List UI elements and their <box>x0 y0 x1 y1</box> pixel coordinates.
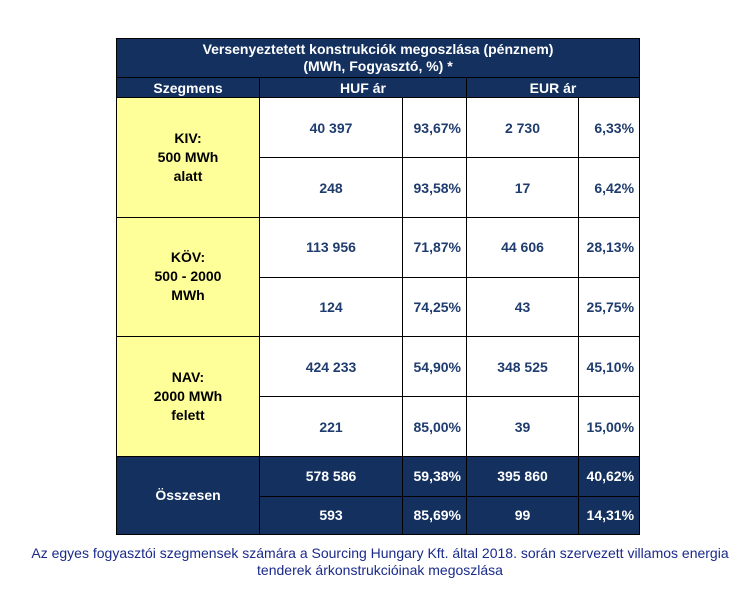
table-row: 124 74,25% 43 25,75% <box>117 276 641 338</box>
table-title-line2: (MWh, Fogyasztó, %) * <box>303 58 453 75</box>
col-header-huf: HUF ár <box>259 77 467 99</box>
segment-label: KIV: <box>174 129 202 146</box>
eur-value: 43 <box>466 276 579 338</box>
huf-value: 113 956 <box>259 216 403 278</box>
segment-label: 500 MWh <box>157 148 219 165</box>
eur-percent: 6,33% <box>577 97 641 159</box>
table-row: 248 93,58% 17 6,42% <box>117 157 641 218</box>
segment-label: felett <box>171 406 205 423</box>
huf-percent: 59,38% <box>402 455 467 497</box>
figure-caption: Az egyes fogyasztói szegmensek számára a… <box>10 545 750 579</box>
huf-percent: 85,00% <box>402 396 467 457</box>
eur-value: 348 525 <box>466 336 579 398</box>
table-row: KIV: 500 MWh alatt 40 397 93,67% 2 730 6… <box>116 97 641 218</box>
huf-percent: 54,90% <box>402 336 467 398</box>
eur-value: 39 <box>466 396 579 457</box>
huf-value: 248 <box>259 157 403 218</box>
huf-value: 40 397 <box>259 97 403 159</box>
table-row: 221 85,00% 39 15,00% <box>117 396 641 457</box>
eur-percent: 6,42% <box>577 157 641 218</box>
segment-label: KÖV: <box>170 249 206 266</box>
huf-percent: 93,58% <box>402 157 467 218</box>
table-title-line1: Versenyeztetett konstrukciók megoszlása … <box>202 41 554 58</box>
segment-label: 500 - 2000 <box>154 268 222 285</box>
segment-nav: NAV: 2000 MWh felett <box>116 336 260 457</box>
huf-percent: 93,67% <box>402 97 467 159</box>
segment-label: 2000 MWh <box>153 387 223 404</box>
huf-value: 221 <box>259 396 403 457</box>
eur-value: 99 <box>466 495 579 536</box>
eur-percent: 28,13% <box>577 216 641 278</box>
segment-label: MWh <box>171 287 205 304</box>
total-label: Összesen <box>116 455 260 536</box>
eur-percent: 25,75% <box>577 276 641 338</box>
huf-value: 593 <box>259 495 403 536</box>
table-row-total: Összesen 578 586 59,38% 395 860 40,62% <box>116 455 641 536</box>
segment-label: alatt <box>173 167 203 184</box>
segment-kiv: KIV: 500 MWh alatt <box>116 97 260 218</box>
eur-value: 44 606 <box>466 216 579 278</box>
table-row: NAV: 2000 MWh felett 424 233 54,90% 348 … <box>116 336 641 457</box>
segment-kov: KÖV: 500 - 2000 MWh <box>116 216 260 338</box>
eur-percent: 45,10% <box>577 336 641 398</box>
eur-percent: 15,00% <box>577 396 641 457</box>
huf-percent: 85,69% <box>402 495 467 536</box>
eur-value: 17 <box>466 157 579 218</box>
huf-value: 124 <box>259 276 403 338</box>
caption-line1: Az egyes fogyasztói szegmensek számára a… <box>31 545 729 561</box>
huf-percent: 71,87% <box>402 216 467 278</box>
eur-percent: 40,62% <box>577 455 641 497</box>
segment-label: NAV: <box>171 368 205 385</box>
huf-percent: 74,25% <box>402 276 467 338</box>
table-row: KÖV: 500 - 2000 MWh 113 956 71,87% 44 60… <box>116 216 641 338</box>
huf-value: 578 586 <box>259 455 403 497</box>
table-title: Versenyeztetett konstrukciók megoszlása … <box>115 37 641 79</box>
huf-value: 424 233 <box>259 336 403 398</box>
eur-percent: 14,31% <box>577 495 641 536</box>
table-row-total: 593 85,69% 99 14,31% <box>117 495 641 536</box>
eur-value: 2 730 <box>466 97 579 159</box>
col-header-segment: Szegmens <box>116 77 260 99</box>
eur-value: 395 860 <box>466 455 579 497</box>
construction-distribution-table: Versenyeztetett konstrukciók megoszlása … <box>115 37 641 536</box>
caption-line2: tenderek árkonstrukcióinak megoszlása <box>257 562 503 578</box>
col-header-eur: EUR ár <box>465 77 641 99</box>
